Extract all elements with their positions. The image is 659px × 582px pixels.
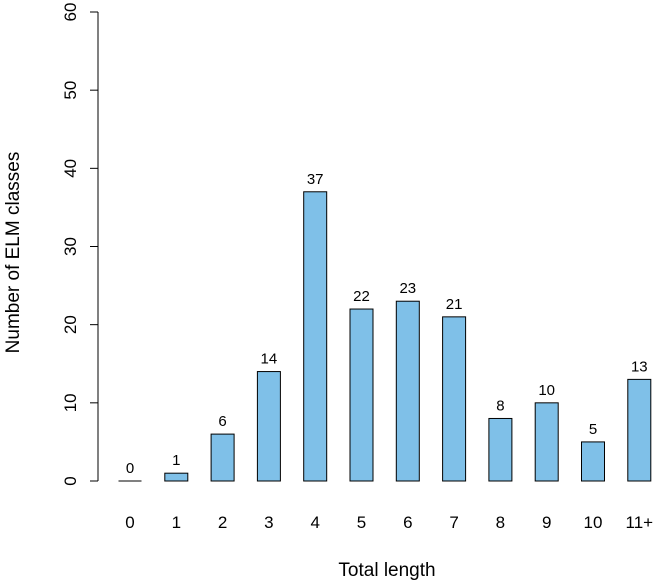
bar-value-label: 13 xyxy=(631,358,648,375)
bar-value-label: 6 xyxy=(218,413,226,430)
bar xyxy=(210,433,235,482)
x-axis: 0 1 2 3 4 5 6 7 8 9 10 11+ xyxy=(125,513,653,532)
x-tick-label: 8 xyxy=(496,513,505,532)
bar xyxy=(534,402,559,482)
bar-value-label: 5 xyxy=(589,421,597,438)
y-tick-label: 50 xyxy=(61,81,80,100)
y-tick-label: 60 xyxy=(61,3,80,22)
bar xyxy=(395,300,420,482)
bars: 0 1 6 14 37 22 23 21 8 10 5 13 xyxy=(118,171,652,482)
y-tick-label: 0 xyxy=(61,476,80,485)
x-tick-label: 4 xyxy=(310,513,319,532)
x-tick-label: 1 xyxy=(172,513,181,532)
bar-value-label: 0 xyxy=(126,460,134,477)
bar-value-label: 22 xyxy=(353,288,370,305)
bar-value-label: 37 xyxy=(307,171,324,188)
y-axis-title: Number of ELM classes xyxy=(3,152,24,354)
x-tick-label: 9 xyxy=(542,513,551,532)
x-tick-label: 2 xyxy=(218,513,227,532)
x-tick-label: 11+ xyxy=(626,513,654,532)
bar xyxy=(627,378,652,482)
y-tick-label: 10 xyxy=(61,393,80,412)
bar xyxy=(488,417,513,482)
x-tick-label: 0 xyxy=(125,513,134,532)
bar-value-label: 10 xyxy=(538,382,555,399)
bar-value-label: 1 xyxy=(172,452,180,469)
bar xyxy=(349,308,374,482)
x-axis-title: Total length xyxy=(338,560,435,581)
x-tick-label: 3 xyxy=(264,513,273,532)
x-tick-label: 10 xyxy=(584,513,603,532)
y-axis: 0 10 20 30 40 50 60 xyxy=(61,3,99,486)
bar-value-label: 8 xyxy=(496,397,504,414)
bar xyxy=(303,191,328,482)
bar-value-label: 23 xyxy=(399,280,416,297)
x-tick-label: 7 xyxy=(449,513,458,532)
x-tick-label: 6 xyxy=(403,513,412,532)
bar xyxy=(256,371,281,482)
y-tick-label: 20 xyxy=(61,315,80,334)
x-tick-label: 5 xyxy=(357,513,366,532)
bar xyxy=(581,441,605,482)
bar xyxy=(164,472,189,482)
bar xyxy=(442,316,467,482)
bar-value-label: 14 xyxy=(261,351,278,368)
y-tick-label: 40 xyxy=(61,159,80,178)
y-tick-label: 30 xyxy=(61,237,80,256)
bar-value-label: 21 xyxy=(446,296,463,313)
